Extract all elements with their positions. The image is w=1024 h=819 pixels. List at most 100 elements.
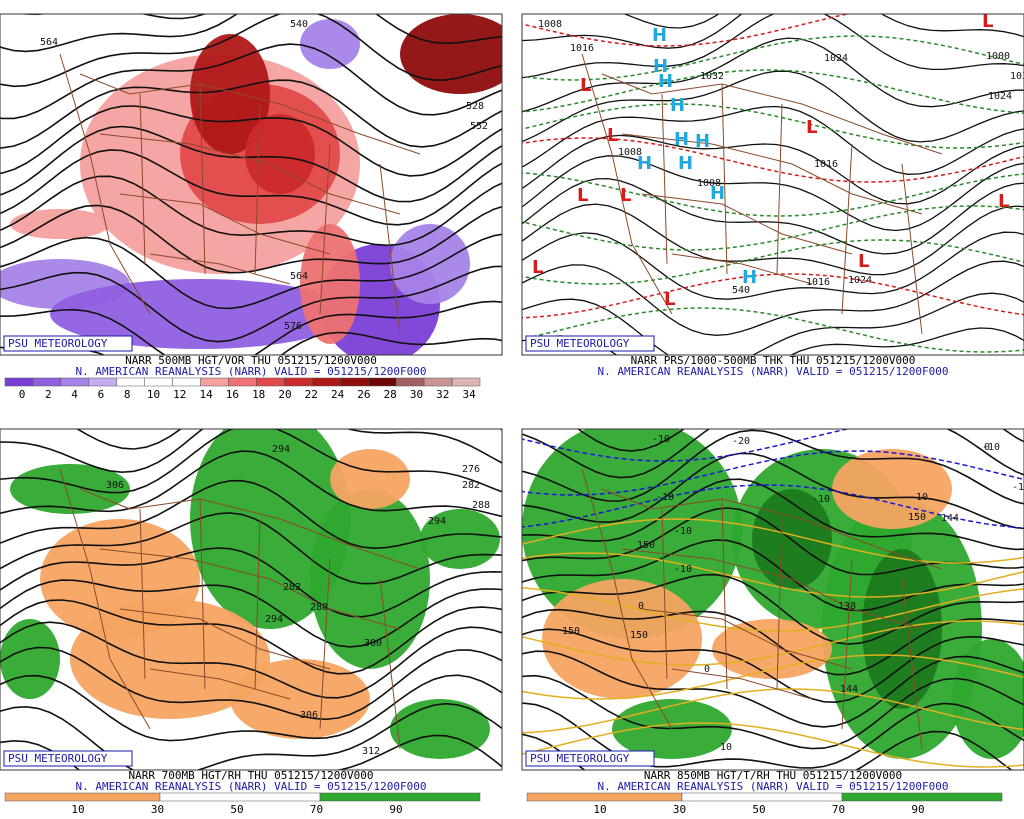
dashed-contour (522, 69, 1024, 114)
colorbar-segment (423, 377, 453, 387)
colorbar-label: 2 (45, 388, 52, 401)
badge: PSU METEOROLOGY (530, 752, 630, 765)
pressure-center: L (664, 289, 675, 310)
map-area (0, 14, 502, 355)
contour (522, 14, 1024, 49)
contour-label: 564 (290, 271, 308, 282)
contour-label: 288 (310, 602, 328, 613)
colorbar-label: 0 (19, 388, 26, 401)
colorbar-segment (159, 792, 321, 802)
pressure-center: L (577, 185, 588, 206)
colorbar-label: 30 (410, 388, 423, 401)
map-panel: PSU METEOROLOGY -10 -20 -10 -10 -10 -10 -10 -10 -… (521, 428, 1024, 816)
dashed-contour (522, 587, 1024, 632)
badge-box (525, 335, 655, 352)
shaded-region (245, 114, 315, 194)
contour (0, 233, 502, 310)
colorbar-segment (367, 377, 397, 387)
dashed-contour (522, 205, 1024, 251)
contour-label: 144 (941, 513, 959, 524)
colorbar-label: 90 (389, 803, 402, 816)
colorbar-label: 34 (462, 388, 476, 401)
pressure-center: H (658, 71, 673, 92)
shaded-region (390, 699, 490, 759)
shaded-region (10, 464, 130, 514)
colorbar-label: 70 (832, 803, 845, 816)
colorbar-label: 28 (384, 388, 397, 401)
contour-label: 150 (908, 512, 926, 523)
caption-title: NARR 500MB HGT/VOR THU 051215/1200V000 (125, 354, 377, 367)
contour (522, 573, 1024, 645)
dashed-contour (522, 518, 1024, 564)
contour (522, 260, 1024, 336)
dashed-contour (522, 722, 1024, 768)
contour-label: 276 (462, 464, 480, 475)
shaded-region (190, 429, 350, 629)
contour-label: -20 (732, 436, 750, 447)
pressure-center: L (998, 191, 1009, 212)
shaded-region (390, 224, 470, 304)
pressure-center: H (695, 131, 710, 152)
colorbar-segment (312, 377, 341, 387)
contour-label: 1016 (570, 43, 594, 54)
contour-label: 0 (984, 442, 990, 453)
contour (522, 429, 1024, 479)
contour (0, 14, 502, 53)
contour-label: 144 (840, 684, 858, 695)
contour-label: 1008 (697, 178, 721, 189)
pressure-center: L (982, 11, 993, 32)
dashed-contour (522, 620, 1024, 666)
contour-label: 0 (704, 664, 710, 675)
state-borders (581, 53, 943, 335)
colorbar-label: 18 (252, 388, 265, 401)
contour (0, 43, 502, 120)
colorbar-label: 24 (331, 388, 345, 401)
contour-label: 288 (472, 500, 490, 511)
colorbar-segment (395, 377, 425, 387)
shaded-region (50, 279, 350, 349)
shaded-region (230, 659, 370, 739)
contour (522, 628, 1024, 704)
contour-label: 1008 (618, 147, 642, 158)
contour-label: 564 (40, 37, 58, 48)
caption-subtitle: N. AMERICAN REANALYSIS (NARR) VALID = 05… (598, 365, 949, 378)
contour-label: -10 (656, 492, 674, 503)
colorbar-label: 10 (147, 388, 160, 401)
caption-title: NARR 850MB HGT/T/RH THU 051215/1200V000 (644, 769, 902, 782)
shaded-region (330, 449, 410, 509)
colorbar-label: 20 (278, 388, 291, 401)
contour (0, 265, 502, 343)
colorbar-label: 16 (226, 388, 239, 401)
contour (0, 702, 502, 770)
caption-subtitle: N. AMERICAN REANALYSIS (NARR) VALID = 05… (76, 780, 427, 793)
shaded-region (0, 619, 60, 699)
pressure-center: H (637, 153, 652, 174)
contour-label: 552 (470, 121, 488, 132)
colorbar-segment (256, 377, 285, 387)
contour (0, 646, 502, 721)
contour-label: 540 (732, 285, 750, 296)
colorbar-segment (144, 377, 173, 387)
colorbar-segment (526, 792, 683, 802)
colorbar-segment (451, 377, 481, 387)
dashed-contour (522, 273, 1024, 319)
pressure-center: H (674, 129, 689, 150)
contour-label: -10 (982, 442, 1000, 453)
contour-label: -10 (812, 494, 830, 505)
badge: PSU METEOROLOGY (530, 337, 630, 350)
dashed-contour (522, 450, 1024, 496)
contour (522, 155, 1024, 232)
contour (522, 702, 1024, 769)
caption-title: NARR PRS/1000-500MB THK THU 051215/1200V… (631, 354, 916, 367)
contour-label: 312 (362, 746, 380, 757)
contour (522, 478, 1024, 551)
contour-label: 150 (630, 630, 648, 641)
shaded-region (832, 449, 952, 529)
map-panel: PSU METEOROLOGY 294 306 276 282 288 294 282 288 2… (0, 428, 503, 816)
dashed-contour (522, 552, 1024, 598)
dashed-contour (522, 14, 851, 47)
colorbar-label: 90 (911, 803, 924, 816)
shaded-region (400, 14, 502, 94)
contour-label: 528 (466, 101, 484, 112)
